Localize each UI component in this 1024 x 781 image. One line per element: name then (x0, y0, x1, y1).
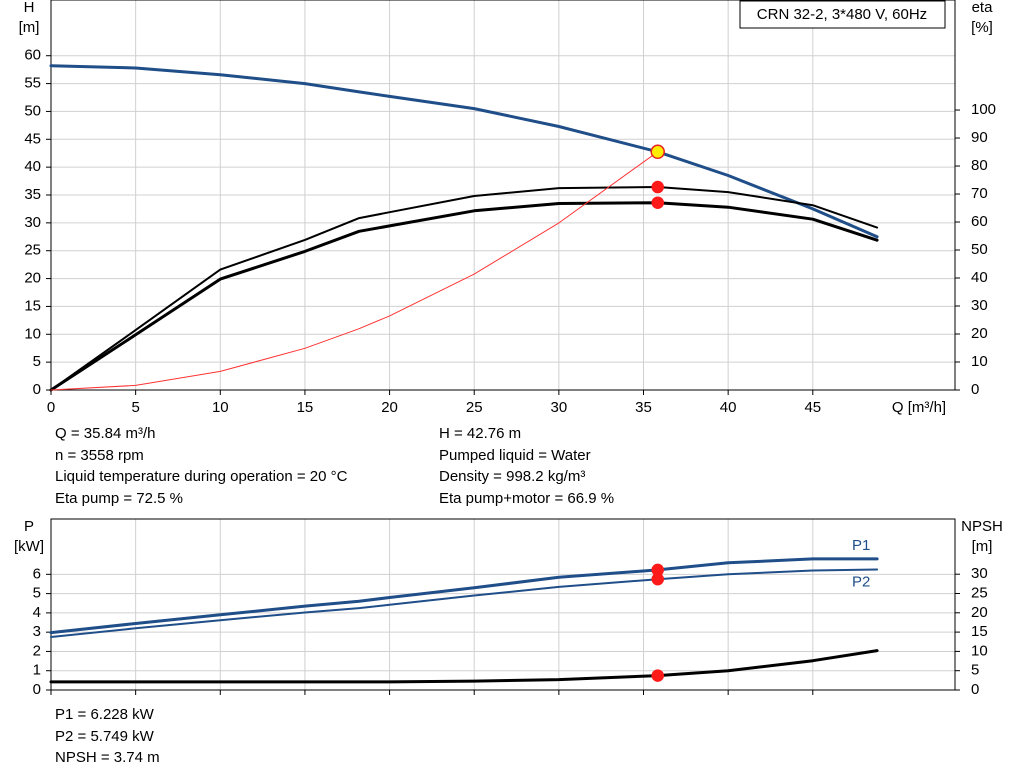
x-tick-label: 10 (212, 399, 229, 416)
y-tick-label: 45 (24, 130, 41, 147)
y2-tick-label: 100 (971, 101, 996, 118)
info-line: Density = 998.2 kg/m³ (439, 468, 586, 485)
info-block: H = 42.76 m Pumped liquid = Water Density … (439, 423, 614, 509)
y-tick-label: 0 (33, 381, 41, 398)
x-tick-label: 30 (551, 399, 568, 416)
y2-tick-label: 70 (971, 185, 988, 202)
y-tick-label: 40 (24, 158, 41, 175)
y-tick-label: 6 (33, 565, 41, 582)
info-line: Eta pump = 72.5 % (55, 489, 183, 507)
x-tick-label: 25 (466, 399, 483, 416)
curve (49, 201, 879, 392)
y2-tick-label: 20 (971, 604, 988, 621)
y2-tick-label: 50 (971, 241, 988, 258)
plot-frame (50, 0, 956, 391)
x-tick-label: 45 (804, 399, 821, 416)
y2-tick-label: 20 (971, 325, 988, 342)
y-tick-label: 50 (24, 102, 41, 119)
x-tick-label: 20 (381, 399, 398, 416)
y2-tick-label: 30 (971, 565, 988, 582)
y-axis-unit: [kW] (14, 538, 44, 555)
y2-tick-label: 25 (971, 584, 988, 601)
info-block: P1 = 6.228 kW P2 = 5.749 kW NPSH = 3.74 m (55, 704, 160, 769)
y-tick-label: 0 (33, 681, 41, 698)
x-tick-label: 40 (720, 399, 737, 416)
info-block: Q = 35.84 m³/h n = 3558 rpm Liquid tempera… (55, 423, 347, 509)
x-tick-label: 0 (47, 399, 55, 416)
curve (50, 151, 659, 391)
y-tick-label: 5 (33, 585, 41, 602)
series-label: P1 (852, 537, 870, 554)
y-tick-label: 35 (24, 186, 41, 203)
series-label: P2 (852, 573, 870, 590)
y-tick-label: 4 (33, 604, 41, 621)
y2-tick-label: 40 (971, 269, 988, 286)
info-line: P2 = 5.749 kW (55, 727, 154, 745)
y-tick-label: 55 (24, 75, 41, 92)
operating-point (651, 180, 664, 194)
operating-point (651, 572, 664, 586)
y-tick-label: 20 (24, 270, 41, 287)
x-axis-label: Q [m³/h] (892, 399, 946, 416)
y2-tick-label: 10 (971, 353, 988, 370)
y2-tick-label: 80 (971, 157, 988, 174)
y2-tick-label: 5 (971, 662, 979, 679)
operating-point (651, 669, 664, 682)
title-box (739, 0, 946, 29)
y2-tick-label: 10 (971, 642, 988, 659)
y-axis-unit: [m] (19, 19, 40, 36)
y-axis-label: H (24, 0, 35, 16)
info-line: Pumped liquid = Water (439, 446, 591, 464)
chart-title: CRN 32-2, 3*480 V, 60Hz (757, 6, 927, 23)
plot-frame (50, 518, 956, 691)
y2-axis-unit: [%] (971, 19, 993, 36)
y2-axis-unit: [m] (972, 538, 993, 555)
y2-axis-label: NPSH (961, 518, 1003, 535)
y2-tick-label: 60 (971, 213, 988, 230)
y-tick-label: 2 (33, 642, 41, 659)
info-line: P1 = 6.228 kW (55, 706, 154, 723)
curve (50, 568, 879, 638)
y2-axis-label: eta (972, 0, 994, 16)
curve (49, 557, 879, 635)
y2-tick-label: 15 (971, 623, 988, 640)
x-tick-label: 35 (635, 399, 652, 416)
curve (49, 64, 879, 239)
y-tick-label: 5 (33, 353, 41, 370)
y2-tick-label: 0 (971, 681, 979, 698)
y2-tick-label: 0 (971, 381, 979, 398)
info-line: n = 3558 rpm (55, 446, 144, 464)
y-tick-label: 30 (24, 214, 41, 231)
y-tick-label: 25 (24, 242, 41, 259)
info-line: NPSH = 3.74 m (55, 749, 160, 766)
y-tick-label: 1 (33, 662, 41, 679)
y-tick-label: 15 (24, 297, 41, 314)
x-tick-label: 5 (131, 399, 139, 416)
curve (50, 186, 879, 391)
info-line: H = 42.76 m (439, 425, 522, 442)
operating-point (651, 196, 664, 209)
y2-tick-label: 30 (971, 297, 988, 314)
info-line: Q = 35.84 m³/h (55, 425, 156, 442)
y-tick-label: 10 (24, 325, 41, 342)
curve (49, 649, 879, 684)
x-tick-label: 15 (297, 399, 314, 416)
y-tick-label: 3 (33, 623, 41, 640)
info-line: Eta pump+motor = 66.9 % (439, 489, 615, 507)
y-tick-label: 60 (24, 47, 41, 64)
y-axis-label: P (24, 518, 34, 535)
info-line: Liquid temperature during operation = 20… (55, 468, 348, 485)
operating-point (650, 144, 665, 160)
y2-tick-label: 90 (971, 129, 988, 146)
